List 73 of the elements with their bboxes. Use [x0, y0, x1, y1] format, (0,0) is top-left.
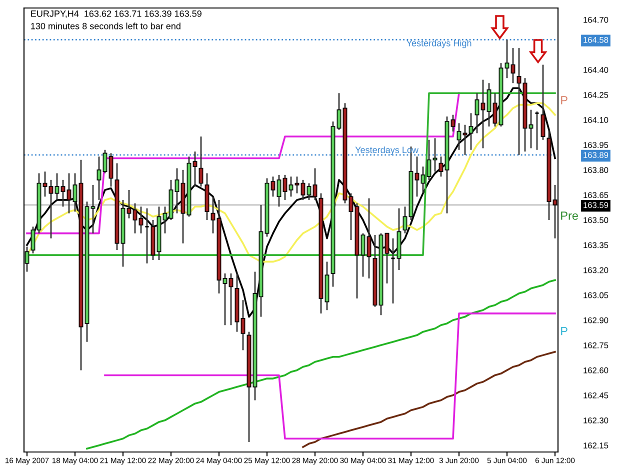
candlestick: [66, 172, 72, 214]
candlestick: [312, 168, 318, 201]
text: P: [561, 96, 568, 104]
y-tick-label: 163.89: [584, 152, 608, 158]
candlestick: [420, 166, 426, 194]
candlestick: [510, 47, 516, 84]
candlestick: [102, 149, 108, 174]
candlestick: [492, 92, 498, 128]
annotation: 130 minutes 8 seconds left to bar end: [31, 22, 180, 30]
y-tick-label: 164.70: [584, 16, 608, 23]
text: P: [561, 327, 568, 336]
candlestick: [90, 184, 96, 234]
candlestick: [450, 114, 456, 132]
candlestick: [306, 182, 312, 201]
candlestick: [30, 226, 36, 254]
candlestick: [300, 179, 306, 201]
candlestick: [48, 179, 54, 240]
candlestick: [222, 272, 228, 326]
y-tick-label: 164.40: [584, 66, 608, 73]
annotation: EURJPY,H4 163.62 163.71 163.39 163.59: [31, 10, 202, 18]
y-tick-label: 163.35: [584, 242, 608, 248]
candlestick: [384, 232, 390, 284]
candlestick: [432, 138, 438, 172]
y-tick-label: 163.20: [584, 267, 608, 274]
ref-line-label: Yesterdays High: [406, 40, 472, 48]
candlestick: [336, 92, 342, 131]
candlestick: [174, 168, 180, 214]
candlestick: [528, 109, 534, 149]
candlestick: [162, 206, 168, 234]
candlestick: [282, 174, 288, 201]
y-tick-label: 164.58: [584, 36, 608, 43]
candlestick: [414, 156, 420, 198]
candlestick: [456, 122, 462, 151]
y-tick-label: 163.80: [584, 167, 608, 174]
candlestick: [438, 156, 444, 178]
line-series: [86, 279, 556, 450]
candlestick: [504, 39, 510, 79]
candlestick: [132, 202, 138, 234]
y-tick-label: 162.30: [584, 417, 608, 424]
candlestick: [60, 179, 66, 208]
y-tick-label: 162.90: [584, 317, 608, 324]
candlestick: [426, 139, 432, 181]
y-tick-label: 162.45: [584, 392, 608, 398]
candlestick: [462, 124, 468, 156]
candlestick: [360, 232, 366, 278]
text: Pre: [561, 212, 578, 220]
candlestick: [192, 150, 198, 188]
y-tick-label: 162.15: [584, 442, 608, 448]
candlestick: [108, 152, 114, 188]
y-tick-label: 163.65: [584, 192, 608, 198]
candlestick: [288, 176, 294, 198]
candlestick: [210, 196, 216, 234]
y-tick-label: 163.59: [584, 202, 608, 208]
candlestick: [42, 170, 48, 198]
candlestick: [54, 172, 60, 201]
candlestick: [348, 192, 354, 241]
y-tick-label: 162.60: [584, 367, 608, 374]
candlestick: [468, 112, 474, 151]
candlestick: [72, 172, 78, 212]
candlestick: [402, 206, 408, 234]
line-series: [302, 350, 556, 448]
y-tick-label: 163.05: [584, 292, 608, 298]
y-tick-label: 164.10: [584, 117, 608, 123]
candlestick: [138, 206, 144, 234]
candlestick: [96, 156, 102, 201]
candlestick: [228, 272, 234, 326]
candlestick: [294, 176, 300, 194]
y-tick-label: 164.25: [584, 92, 608, 98]
y-tick-label: 163.95: [584, 142, 608, 148]
y-tick-label: 162.75: [584, 342, 608, 348]
y-tick-label: 163.50: [584, 217, 608, 224]
candlestick: [276, 174, 282, 208]
candlestick: [270, 176, 276, 198]
